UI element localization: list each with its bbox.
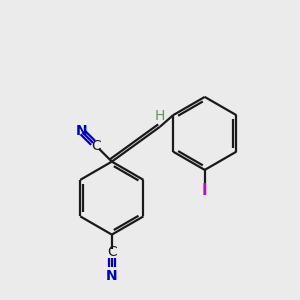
Text: N: N [106, 269, 118, 283]
Text: C: C [92, 140, 101, 153]
Text: H: H [155, 109, 165, 123]
Text: C: C [107, 245, 117, 259]
Text: N: N [76, 124, 87, 138]
Text: I: I [202, 183, 208, 198]
